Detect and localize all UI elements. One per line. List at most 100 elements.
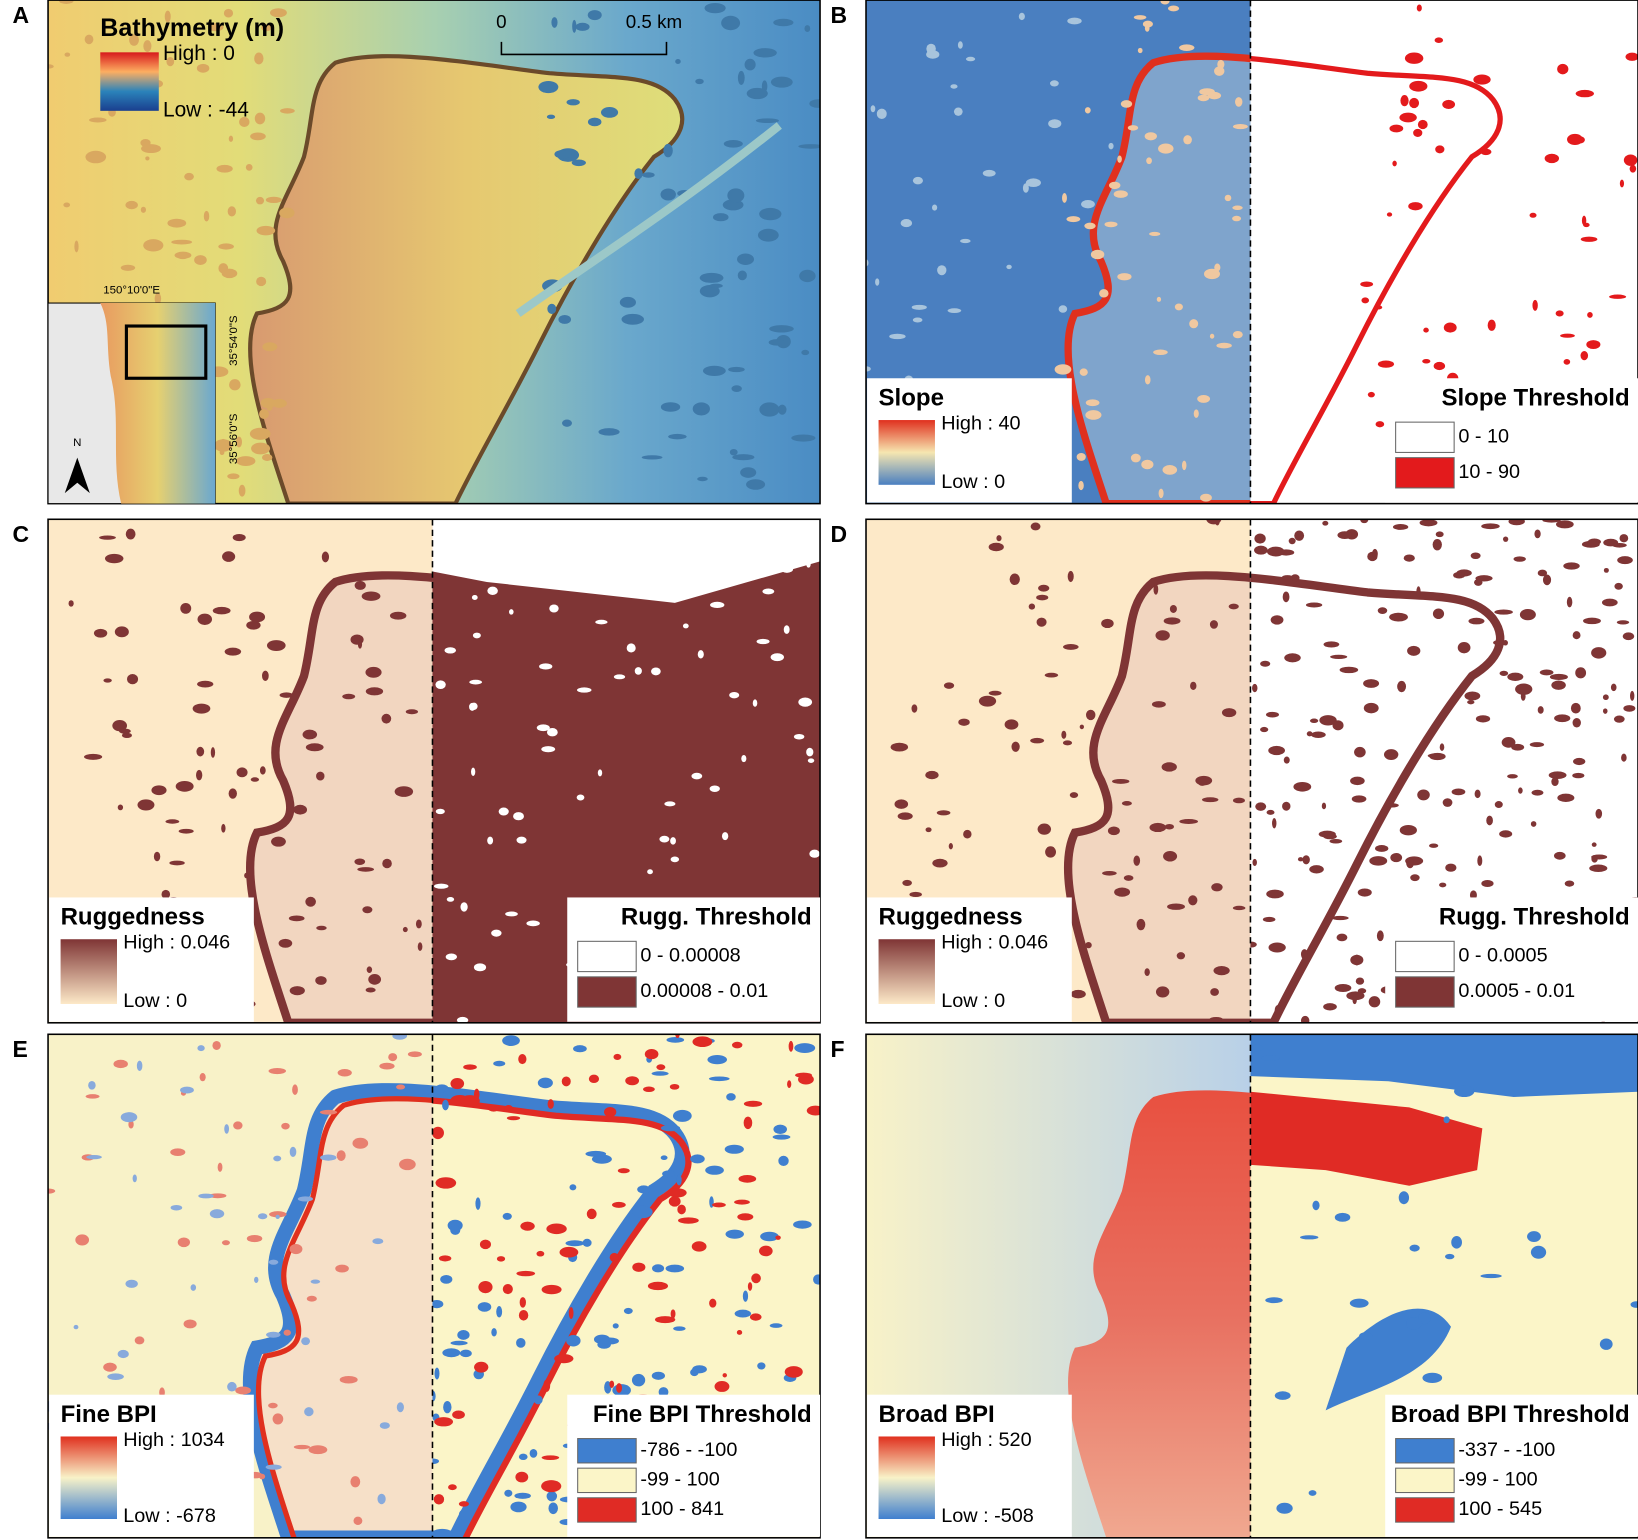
seabed-feature	[586, 1208, 597, 1220]
seabed-feature	[902, 879, 912, 887]
seabed-feature	[1179, 819, 1199, 824]
seabed-feature	[342, 693, 356, 700]
seabed-feature	[1107, 826, 1120, 836]
seabed-feature	[651, 1371, 666, 1380]
seabed-feature	[1555, 310, 1564, 317]
seabed-feature	[337, 1069, 352, 1077]
seabed-feature	[1265, 1297, 1283, 1304]
seabed-feature	[1268, 745, 1285, 756]
seabed-feature	[48, 64, 54, 69]
seabed-feature	[769, 1323, 783, 1328]
seabed-feature	[897, 812, 913, 820]
seabed-feature	[236, 456, 256, 466]
seabed-feature	[561, 1076, 571, 1087]
seabed-feature	[465, 519, 473, 525]
seabed-feature	[1149, 822, 1167, 833]
seabed-feature	[293, 804, 308, 815]
seabed-feature	[246, 620, 261, 630]
seabed-feature	[417, 942, 423, 951]
seabed-feature	[616, 540, 623, 549]
seabed-feature	[164, 10, 171, 23]
seabed-feature	[1587, 312, 1593, 318]
seabed-feature	[1190, 681, 1197, 690]
seabed-feature	[734, 1199, 750, 1205]
legend-title: Broad BPI	[879, 1401, 995, 1428]
seabed-feature	[592, 559, 598, 566]
seabed-feature	[1363, 679, 1380, 688]
seabed-feature	[336, 1150, 346, 1162]
seabed-feature	[457, 1330, 470, 1340]
seabed-feature	[1473, 74, 1491, 85]
seabed-feature	[459, 1349, 472, 1358]
seabed-feature	[1563, 562, 1580, 570]
seabed-feature	[448, 1484, 457, 1491]
seabed-feature	[1300, 1235, 1319, 1240]
seabed-feature	[86, 1154, 102, 1160]
seabed-feature	[526, 920, 540, 927]
seabed-feature	[788, 1040, 794, 1052]
seabed-feature	[1400, 95, 1409, 107]
reef-edge	[1063, 571, 1251, 1023]
seabed-feature	[1407, 645, 1421, 656]
seabed-feature	[262, 670, 269, 682]
seabed-feature	[502, 1035, 520, 1046]
seabed-feature	[1163, 617, 1181, 625]
seabed-feature	[227, 473, 240, 480]
seabed-feature	[1355, 977, 1365, 985]
seabed-feature	[504, 1489, 513, 1497]
seabed-feature	[227, 206, 236, 217]
seabed-feature	[1199, 88, 1215, 96]
inset-lon: 150°10'0"E	[103, 285, 160, 297]
seabed-feature	[566, 99, 580, 106]
seabed-feature	[1127, 125, 1139, 131]
seabed-feature	[365, 687, 384, 696]
seabed-feature	[446, 897, 455, 902]
legend-title: Bathymetry (m)	[100, 14, 284, 42]
seabed-feature	[675, 1034, 680, 1039]
seabed-feature	[470, 702, 478, 710]
seabed-feature	[432, 1299, 444, 1309]
seabed-feature	[1573, 757, 1586, 766]
seabed-feature	[212, 1040, 221, 1051]
seabed-feature	[751, 1273, 761, 1284]
seabed-feature	[1282, 801, 1291, 811]
seabed-feature	[132, 1174, 137, 1183]
seabed-feature	[1252, 858, 1257, 867]
seabed-feature	[866, 366, 871, 372]
seabed-feature	[798, 697, 813, 707]
seabed-feature	[1117, 273, 1132, 281]
seabed-feature	[932, 204, 938, 211]
seabed-feature	[221, 268, 238, 279]
seabed-feature	[199, 1073, 206, 1082]
seabed-feature	[925, 770, 939, 780]
seabed-feature	[266, 1331, 281, 1338]
seabed-feature	[978, 695, 997, 707]
seabed-feature	[1531, 789, 1544, 796]
seabed-feature	[613, 674, 626, 680]
seabed-feature	[1567, 133, 1583, 146]
seabed-feature	[1389, 612, 1408, 622]
seabed-feature	[432, 1458, 440, 1465]
seabed-feature	[88, 1080, 96, 1090]
seabed-feature	[637, 1185, 651, 1194]
seabed-feature	[405, 709, 418, 715]
seabed-feature	[936, 810, 951, 816]
seabed-feature	[1102, 870, 1117, 876]
seabed-feature	[1410, 874, 1420, 882]
seabed-feature	[513, 812, 524, 821]
seabed-feature	[587, 117, 602, 127]
seabed-feature	[1601, 598, 1618, 607]
seabed-feature	[1423, 327, 1429, 333]
seabed-feature	[1581, 540, 1600, 548]
seabed-feature	[775, 1235, 781, 1240]
seabed-feature	[666, 1037, 685, 1043]
seabed-feature	[603, 554, 616, 562]
seabed-feature	[170, 1148, 186, 1156]
seabed-feature	[911, 304, 927, 310]
seabed-feature	[269, 1211, 287, 1218]
seabed-feature	[1413, 128, 1423, 138]
seabed-feature	[690, 1368, 699, 1377]
class-swatch	[577, 1497, 637, 1523]
seabed-feature	[612, 1201, 626, 1208]
